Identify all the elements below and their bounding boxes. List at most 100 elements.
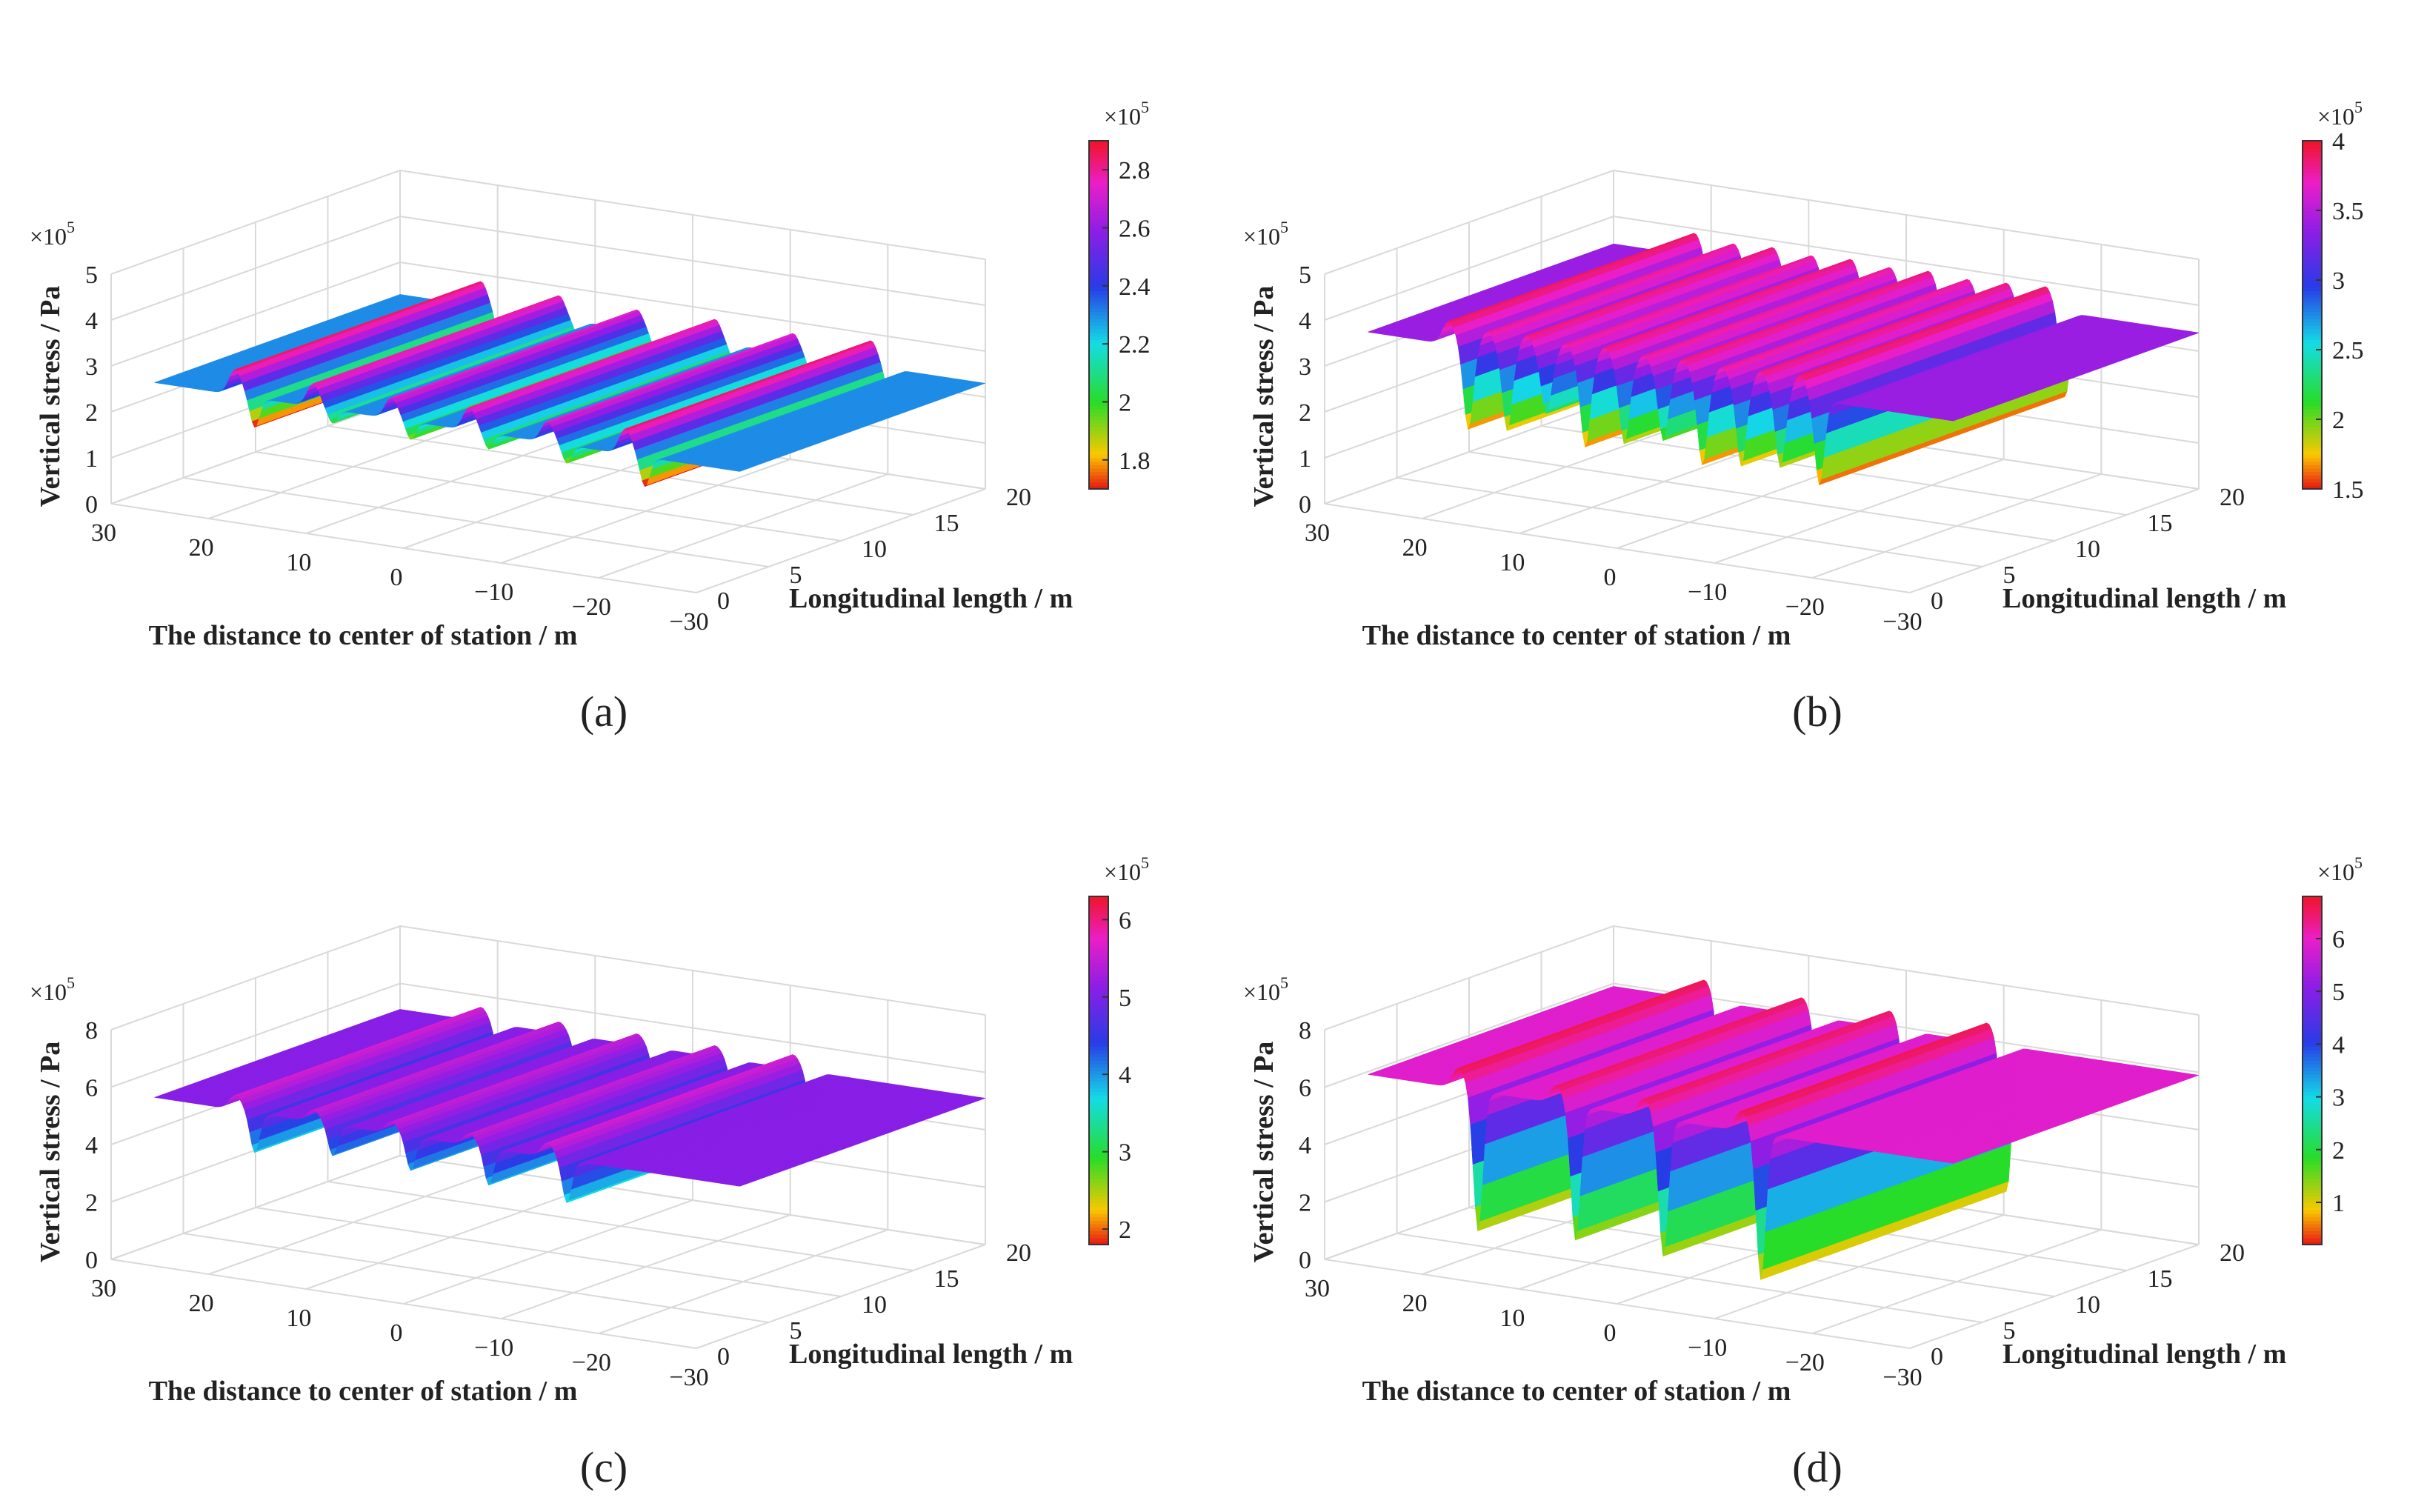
surface	[1368, 233, 2200, 486]
x-tick-label: −10	[474, 579, 513, 606]
grid-line	[1324, 503, 1911, 593]
colorbar-segment	[1089, 419, 1108, 424]
colorbar-segment	[2303, 1105, 2322, 1110]
colorbar-segment	[1089, 948, 1108, 953]
colorbar-segment	[1089, 182, 1108, 187]
colorbar-tick-label: 6	[1119, 907, 1131, 934]
colorbar-segment	[2303, 1241, 2322, 1245]
colorbar-segment	[1089, 1001, 1108, 1005]
colorbar-segment	[1089, 959, 1108, 964]
colorbar-segment	[1089, 990, 1108, 995]
colorbar-segment	[2303, 948, 2322, 953]
colorbar-segment	[1089, 161, 1108, 166]
colorbar-segment	[1089, 955, 1108, 960]
colorbar-segment	[1089, 450, 1108, 455]
grid-line	[255, 1207, 842, 1297]
colorbar-segment	[2303, 290, 2322, 295]
colorbar-segment	[1089, 1185, 1108, 1190]
colorbar-segment	[2303, 1143, 2322, 1148]
colorbar-segment	[1089, 158, 1108, 162]
colorbar-segment	[1089, 416, 1108, 420]
y-tick-label: 20	[2220, 1239, 2245, 1267]
surface-strip	[737, 382, 986, 472]
colorbar-segment	[2303, 1171, 2322, 1176]
colorbar-segment	[2303, 1053, 2322, 1057]
x-tick-label: 20	[189, 534, 214, 562]
grid-line	[1324, 1259, 1911, 1349]
panel-caption: (a)	[580, 687, 627, 736]
y-tick-label: 10	[2075, 536, 2100, 563]
colorbar-segment	[1089, 412, 1108, 417]
x-tick-label: −30	[669, 1364, 708, 1391]
colorbar-segment	[1089, 426, 1108, 430]
colorbar-segment	[1089, 422, 1108, 427]
x-tick-label: 30	[1305, 1275, 1330, 1302]
colorbar-segment	[2303, 903, 2322, 907]
colorbar-segment	[2303, 336, 2322, 340]
colorbar-segment	[1089, 433, 1108, 438]
colorbar-tick-label: 2.4	[1119, 273, 1151, 301]
colorbar-segment	[2303, 931, 2322, 936]
colorbar-segment	[1089, 346, 1108, 350]
colorbar-segment	[2303, 1032, 2322, 1036]
grid-line	[110, 169, 986, 275]
z-tick-label: 0	[85, 1247, 98, 1274]
colorbar-segment	[2303, 256, 2322, 260]
colorbar-segment	[2303, 1175, 2322, 1179]
colorbar-segment	[1089, 969, 1108, 974]
colorbar-segment	[1089, 1223, 1108, 1228]
colorbar-segment	[2303, 266, 2322, 270]
colorbar-segment	[2303, 443, 2322, 448]
z-tick-label: 2	[85, 1190, 98, 1217]
colorbar-segment	[1089, 1227, 1108, 1231]
colorbar-segment	[2303, 227, 2322, 232]
colorbar-segment	[1089, 367, 1108, 371]
colorbar-segment	[1089, 179, 1108, 184]
colorbar-segment	[2303, 182, 2322, 187]
colorbar-segment	[1089, 467, 1108, 473]
colorbar-segment	[1089, 276, 1108, 281]
colorbar-segment	[1089, 1210, 1108, 1214]
colorbar-segment	[1089, 1140, 1108, 1145]
colorbar-tick-label: 5	[1119, 985, 1131, 1012]
colorbar-segment	[2303, 350, 2322, 354]
y-axis-title: Longitudinal length / m	[2002, 583, 2286, 614]
colorbar-segment	[2303, 304, 2322, 309]
colorbar-segment	[1089, 471, 1108, 476]
colorbar-segment	[2303, 1077, 2322, 1082]
colorbar-segment	[2303, 356, 2322, 361]
colorbar-segment	[2303, 1025, 2322, 1030]
colorbar-tick-label: 2.2	[1119, 331, 1151, 359]
y-tick-label: 15	[934, 1265, 959, 1293]
colorbar-segment	[1089, 1081, 1108, 1085]
colorbar-segment	[1089, 436, 1108, 441]
colorbar-segment	[1089, 332, 1108, 336]
colorbar-segment	[2303, 1233, 2322, 1239]
colorbar-segment	[2303, 1206, 2322, 1210]
colorbar-segment	[1089, 350, 1108, 354]
colorbar-segment	[1089, 301, 1108, 305]
colorbar-segment	[1089, 1192, 1108, 1196]
colorbar-segment	[2303, 942, 2322, 946]
colorbar-segment	[1089, 147, 1108, 152]
colorbar-tick-label: 6	[2332, 926, 2345, 953]
colorbar-segment	[2303, 1202, 2322, 1208]
colorbar-segment	[2303, 426, 2322, 430]
colorbar-segment	[1089, 1199, 1108, 1204]
z-axis-title: Vertical stress / Pa	[1248, 286, 1279, 507]
colorbar-segment	[1089, 408, 1108, 413]
y-axis-title: Longitudinal length / m	[789, 583, 1073, 614]
colorbar-segment	[1089, 1036, 1108, 1040]
colorbar-segment	[1089, 363, 1108, 368]
panel-caption: (c)	[580, 1443, 627, 1491]
colorbar-tick-label: 4	[2332, 1031, 2345, 1059]
colorbar-segment	[2303, 377, 2322, 382]
colorbar-segment	[1089, 273, 1108, 278]
colorbar-segment	[1089, 266, 1108, 270]
colorbar-segment	[1089, 168, 1108, 173]
colorbar-segment	[1089, 360, 1108, 364]
z-tick-label: 0	[1299, 1247, 1311, 1274]
z-tick-label: 2	[1299, 1190, 1311, 1217]
colorbar-segment	[1089, 1042, 1108, 1047]
colorbar-segment	[2303, 332, 2322, 336]
